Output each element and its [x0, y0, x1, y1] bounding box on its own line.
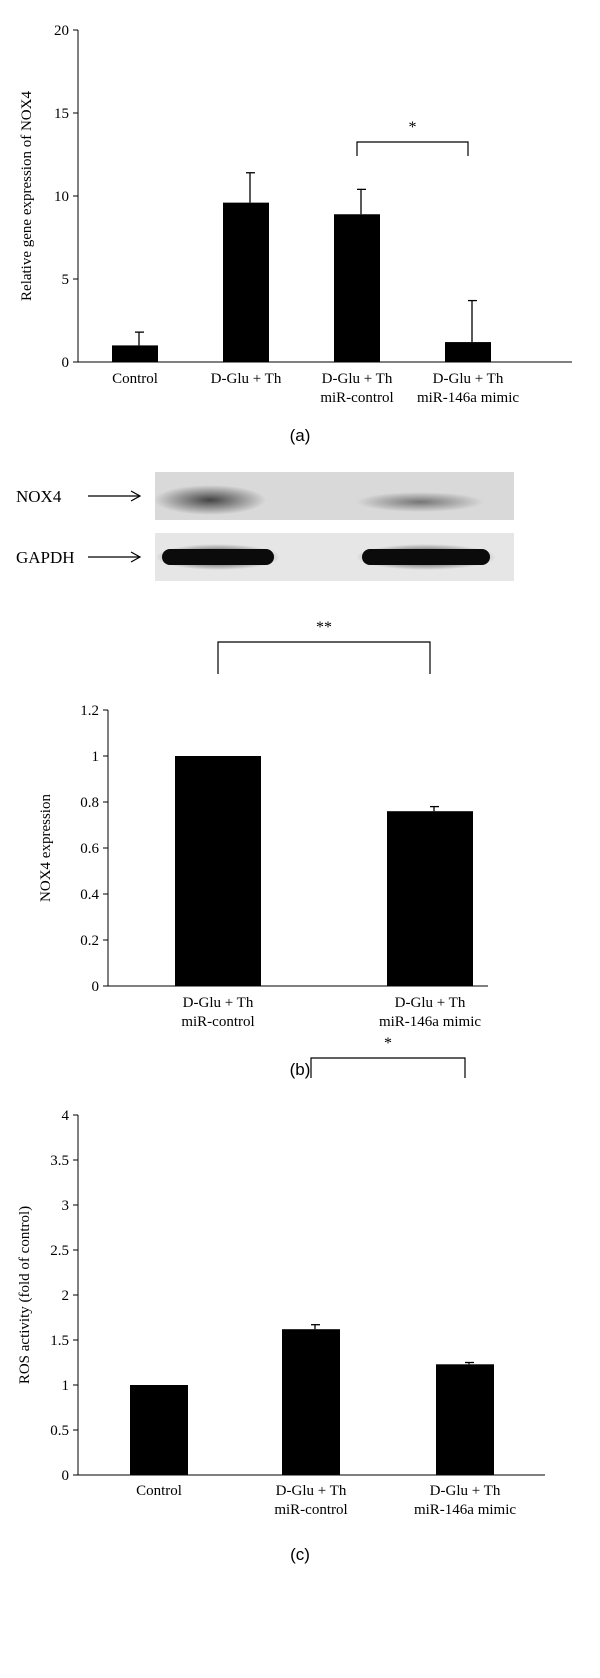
significance-label: * [384, 1035, 392, 1052]
category-label: D-Glu + Th [183, 995, 254, 1011]
category-label: D-Glu + Th [395, 995, 466, 1011]
significance-label: * [409, 119, 417, 136]
significance-label: ** [316, 619, 332, 636]
bar [282, 1329, 340, 1475]
y-tick-label: 1 [92, 749, 100, 765]
y-tick-label: 1.2 [80, 703, 99, 719]
y-tick-label: 1 [62, 1378, 70, 1394]
bar [223, 202, 269, 362]
y-axis-label: NOX4 expression [38, 794, 54, 902]
category-label: D-Glu + Th [322, 371, 393, 387]
panel-caption: (c) [290, 1545, 310, 1564]
panel-1: 0 0.2 0.4 0.6 0.8 1 1.2 NOX4 expression D-Glu + … [16, 472, 514, 1079]
panel-caption: (b) [290, 1060, 311, 1079]
y-tick-label: 0.6 [80, 841, 99, 857]
blot-band [154, 485, 266, 515]
significance-bracket [310, 1057, 466, 1078]
y-tick-label: 3 [62, 1198, 70, 1214]
y-tick-label: 10 [54, 189, 69, 205]
y-tick-label: 2.5 [50, 1243, 69, 1259]
significance-bracket [356, 141, 469, 156]
y-axis-label: Relative gene expression of NOX4 [19, 91, 35, 301]
y-tick-label: 15 [54, 106, 69, 122]
bar [436, 1364, 494, 1475]
blot-band-core [162, 549, 274, 565]
bar [175, 756, 261, 986]
bar [112, 345, 158, 362]
blot-band [356, 492, 484, 512]
category-label: Control [136, 1483, 182, 1499]
bar [387, 811, 473, 986]
category-label: miR-146a mimic [379, 1014, 481, 1030]
category-label: miR-control [181, 1014, 254, 1030]
y-tick-label: 0.8 [80, 795, 99, 811]
category-label: D-Glu + Th [276, 1483, 347, 1499]
y-tick-label: 0 [92, 979, 100, 995]
y-tick-label: 4 [62, 1108, 70, 1124]
category-label: miR-146a mimic [414, 1502, 516, 1518]
category-label: D-Glu + Th [433, 371, 504, 387]
bar [445, 342, 491, 362]
category-label: D-Glu + Th [211, 371, 282, 387]
category-label: miR-control [274, 1502, 347, 1518]
category-label: miR-146a mimic [417, 390, 519, 406]
y-tick-label: 0.4 [80, 887, 99, 903]
bar [334, 214, 380, 362]
panel-0: 0 5 10 15 20 Relative gene expression of NOX4… [19, 23, 572, 445]
y-tick-label: 3.5 [50, 1153, 69, 1169]
blot-label: NOX4 [16, 487, 62, 506]
y-tick-label: 0 [62, 1468, 70, 1484]
y-axis-label: ROS activity (fold of control) [17, 1206, 33, 1384]
category-label: D-Glu + Th [430, 1483, 501, 1499]
blot-arrowhead [130, 551, 142, 563]
y-tick-label: 5 [62, 272, 70, 288]
y-tick-label: 0.2 [80, 933, 99, 949]
y-tick-label: 1.5 [50, 1333, 69, 1349]
category-label: miR-control [320, 390, 393, 406]
panel-2: 0 0.5 1 1.5 2 2.5 3 3.5 4 ROS activity (fold of c… [17, 1035, 545, 1564]
y-tick-label: 0 [62, 355, 70, 371]
y-tick-label: 2 [62, 1288, 70, 1304]
bar [130, 1385, 188, 1475]
blot-band-core [362, 549, 490, 565]
category-label: Control [112, 371, 158, 387]
blot-label: GAPDH [16, 548, 75, 567]
blot-arrowhead [130, 490, 142, 502]
y-tick-label: 0.5 [50, 1423, 69, 1439]
panel-caption: (a) [290, 426, 311, 445]
y-tick-label: 20 [54, 23, 69, 39]
significance-bracket [217, 641, 431, 674]
